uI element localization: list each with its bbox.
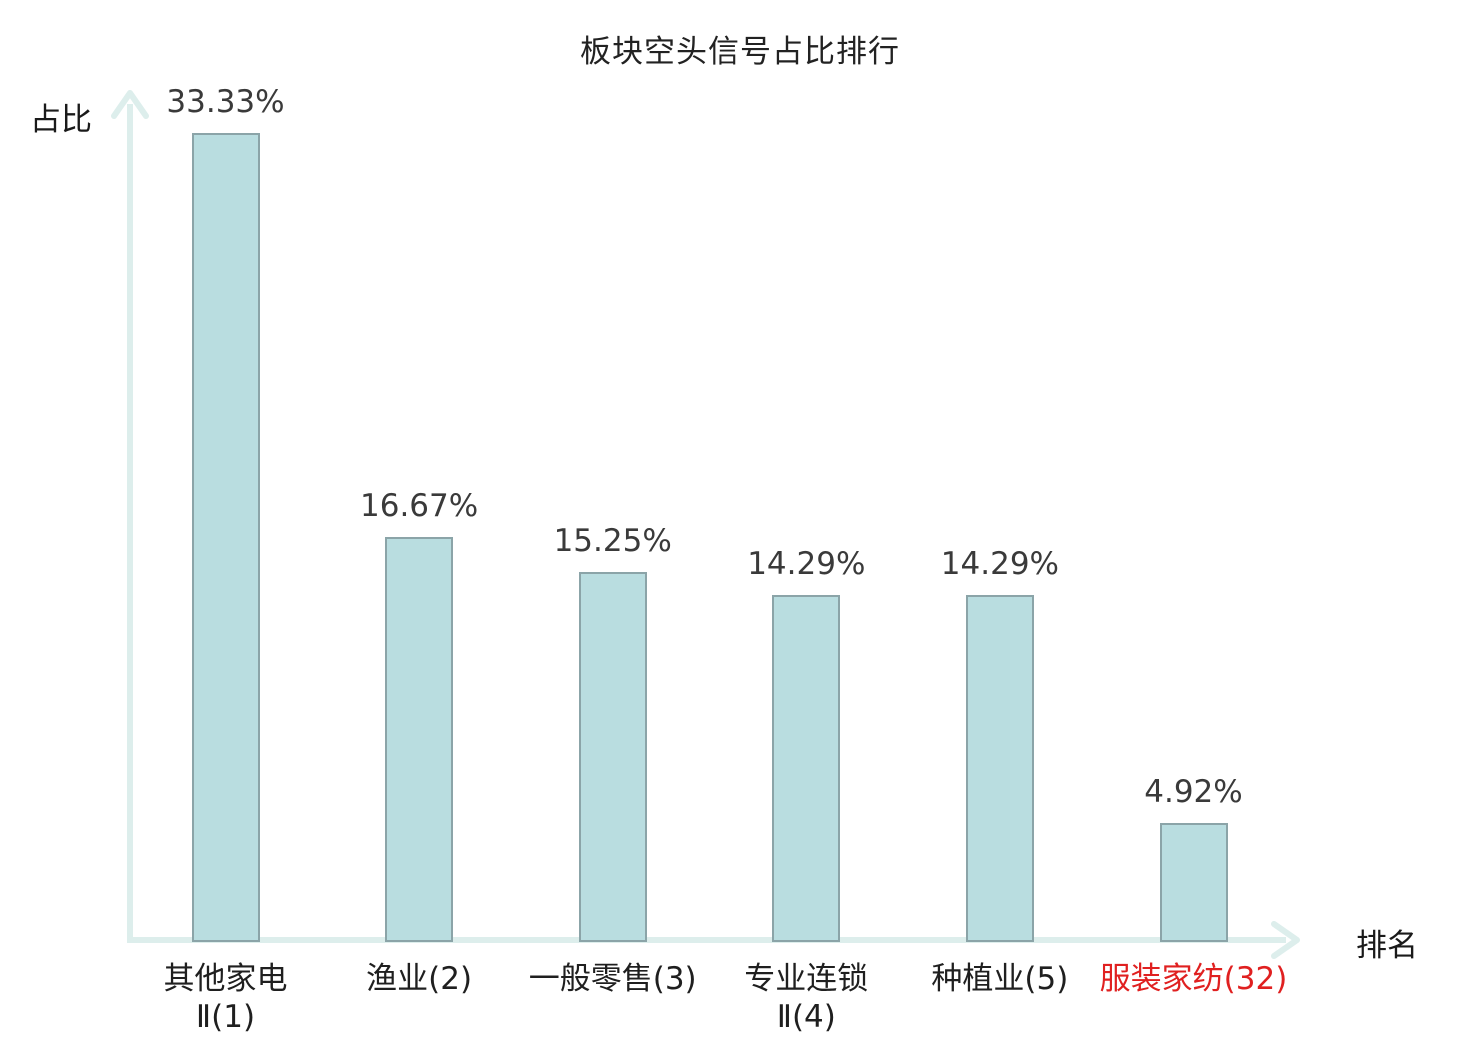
y-axis-label: 占比	[30, 102, 92, 138]
y-axis-arrow-icon	[111, 90, 149, 119]
category-label: 渔业(2)	[366, 960, 472, 998]
x-axis-arrow-icon	[1271, 921, 1300, 959]
bar-value-label: 15.25%	[553, 522, 672, 559]
category-label: 种植业(5)	[931, 960, 1068, 998]
category-label: 服装家纺(32)	[1100, 960, 1288, 998]
category-label-line: Ⅱ(1)	[195, 999, 256, 1035]
category-label-line: 其他家电	[163, 961, 288, 997]
category-label-line: 专业连锁	[744, 961, 869, 997]
category-label-line: Ⅱ(4)	[776, 999, 836, 1035]
bar-4	[772, 595, 841, 942]
category-label: 其他家电 Ⅱ(1)	[164, 960, 288, 1036]
category-label: 专业连锁 Ⅱ(4)	[744, 960, 868, 1036]
category-label: 一般零售(3)	[529, 960, 697, 998]
category-label-line: 服装家纺(32)	[1099, 961, 1288, 997]
bar-value-label: 33.33%	[166, 84, 285, 120]
bar-value-label: 4.92%	[1144, 773, 1243, 810]
bar-value-label: 14.29%	[747, 546, 866, 583]
category-label-line: 一般零售(3)	[528, 961, 697, 997]
bar-value-label: 14.29%	[940, 546, 1059, 583]
category-label-line: 渔业(2)	[366, 961, 473, 997]
bar-3	[578, 571, 647, 942]
bar-value-label: 16.67%	[359, 488, 479, 525]
chart-title: 板块空头信号占比排行	[580, 34, 900, 70]
bar-5	[965, 595, 1034, 942]
bar-1	[191, 133, 260, 942]
bar-6	[1159, 822, 1228, 942]
x-axis-label: 排名	[1356, 928, 1418, 964]
bar-2	[385, 537, 454, 942]
category-label-line: 种植业(5)	[931, 961, 1069, 997]
